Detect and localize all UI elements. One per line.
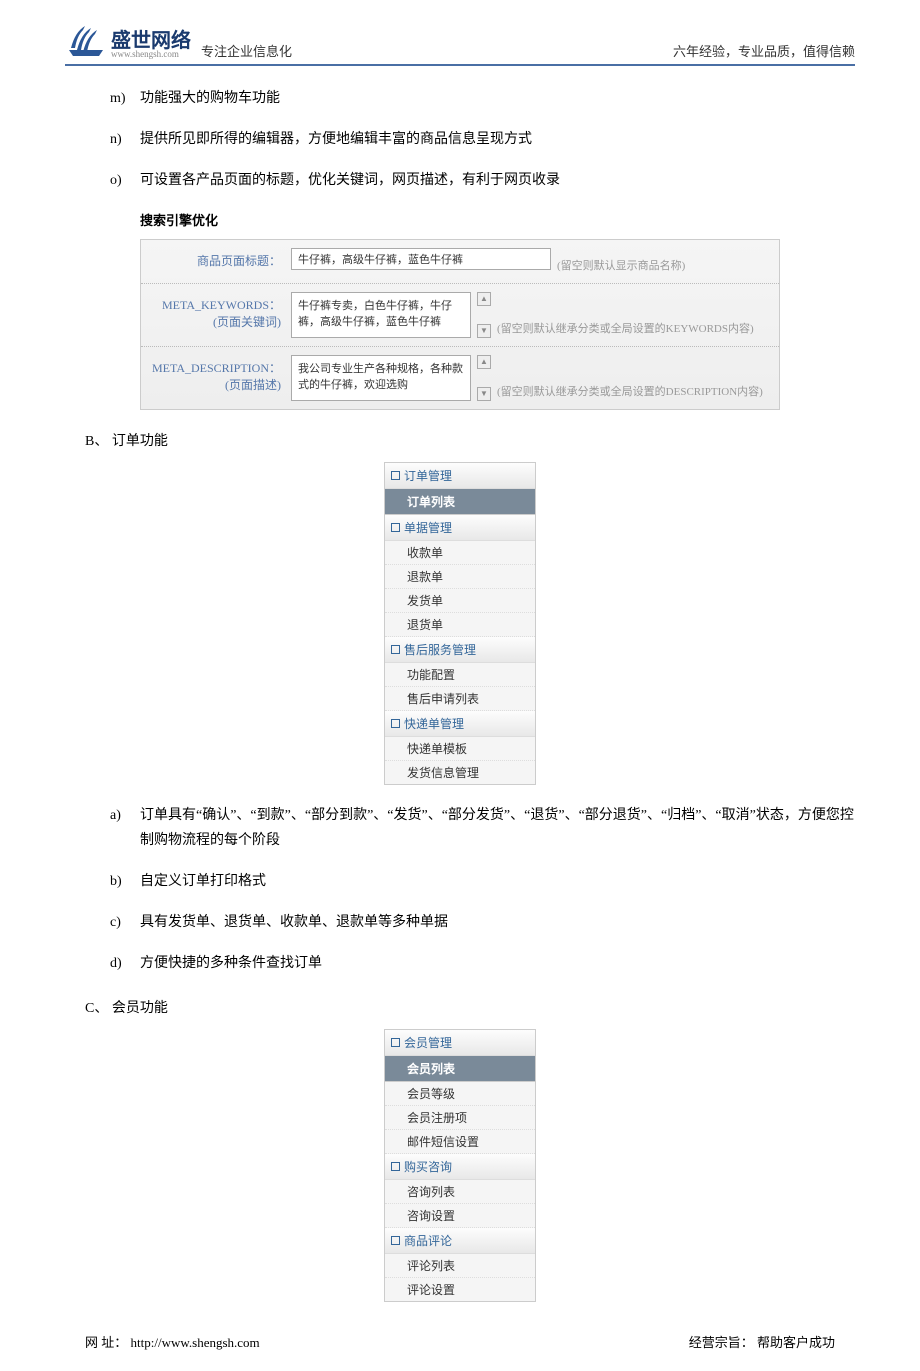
list-marker: a)	[110, 803, 140, 853]
list-item: m) 功能强大的购物车功能	[110, 86, 855, 111]
seo-hint: (留空则默认显示商品名称)	[557, 257, 685, 273]
menu-item[interactable]: 收款单	[385, 541, 535, 565]
list-text: 方便快捷的多种条件查找订单	[140, 951, 855, 976]
list-item: d) 方便快捷的多种条件查找订单	[110, 951, 855, 976]
square-icon	[391, 645, 400, 654]
scroll-up-icon[interactable]: ▲	[477, 292, 491, 306]
logo-area: 盛世网络 www.shengsh.com	[65, 20, 191, 62]
list-text: 可设置各产品页面的标题，优化关键词，网页描述，有利于网页收录	[140, 168, 855, 193]
menu-header-label: 单据管理	[404, 519, 452, 536]
menu-group-header[interactable]: 快递单管理	[385, 711, 535, 737]
menu-item[interactable]: 会员等级	[385, 1082, 535, 1106]
menu-item[interactable]: 售后申请列表	[385, 687, 535, 711]
section-b-heading: B、 订单功能	[85, 430, 855, 450]
square-icon	[391, 1162, 400, 1171]
footer-motto: 帮助客户成功	[757, 1335, 835, 1350]
seo-title-input[interactable]	[291, 248, 551, 270]
list-marker: m)	[110, 86, 140, 111]
section-b-list: a) 订单具有“确认”、“到款”、“部分到款”、“发货”、“部分发货”、“退货”…	[110, 803, 855, 977]
menu-item[interactable]: 咨询列表	[385, 1180, 535, 1204]
list-marker: b)	[110, 869, 140, 894]
list-text: 提供所见即所得的编辑器，方便地编辑丰富的商品信息呈现方式	[140, 127, 855, 152]
order-menu-panel: 订单管理订单列表单据管理收款单退款单发货单退货单售后服务管理功能配置售后申请列表…	[384, 462, 536, 785]
menu-group-header[interactable]: 售后服务管理	[385, 637, 535, 663]
menu-group-header[interactable]: 单据管理	[385, 515, 535, 541]
menu-item[interactable]: 咨询设置	[385, 1204, 535, 1228]
footer-url-label: 网 址：	[85, 1335, 127, 1350]
seo-label: 商品页面标题：	[151, 248, 291, 275]
list-item: o) 可设置各产品页面的标题，优化关键词，网页描述，有利于网页收录	[110, 168, 855, 193]
intro-list: m) 功能强大的购物车功能 n) 提供所见即所得的编辑器，方便地编辑丰富的商品信…	[110, 86, 855, 194]
list-item: c) 具有发货单、退货单、收款单、退款单等多种单据	[110, 910, 855, 935]
list-text: 具有发货单、退货单、收款单、退款单等多种单据	[140, 910, 855, 935]
list-text: 订单具有“确认”、“到款”、“部分到款”、“发货”、“部分发货”、“退货”、“部…	[140, 803, 855, 853]
menu-header-label: 快递单管理	[404, 715, 464, 732]
menu-header-label: 订单管理	[404, 467, 452, 484]
page-header: 盛世网络 www.shengsh.com 专注企业信息化 六年经验，专业品质，值…	[65, 20, 855, 66]
menu-group-header[interactable]: 购买咨询	[385, 1154, 535, 1180]
menu-item[interactable]: 会员注册项	[385, 1106, 535, 1130]
seo-hint: (留空则默认继承分类或全局设置的DESCRIPTION内容)	[497, 383, 763, 399]
seo-section-title: 搜索引擎优化	[140, 210, 855, 229]
seo-keywords-textarea[interactable]	[291, 292, 471, 338]
menu-group-header[interactable]: 会员管理	[385, 1030, 535, 1056]
seo-description-textarea[interactable]	[291, 355, 471, 401]
list-marker: c)	[110, 910, 140, 935]
list-item: b) 自定义订单打印格式	[110, 869, 855, 894]
seo-row-title: 商品页面标题： (留空则默认显示商品名称)	[141, 240, 779, 284]
member-menu-panel: 会员管理会员列表会员等级会员注册项邮件短信设置购买咨询咨询列表咨询设置商品评论评…	[384, 1029, 536, 1302]
list-text: 自定义订单打印格式	[140, 869, 855, 894]
menu-item[interactable]: 发货信息管理	[385, 761, 535, 784]
footer-url: http://www.shengsh.com	[131, 1335, 260, 1350]
seo-panel: 商品页面标题： (留空则默认显示商品名称) META_KEYWORDS： (页面…	[140, 239, 780, 410]
list-item: a) 订单具有“确认”、“到款”、“部分到款”、“发货”、“部分发货”、“退货”…	[110, 803, 855, 853]
menu-header-label: 购买咨询	[404, 1158, 452, 1175]
menu-group-header[interactable]: 订单管理	[385, 463, 535, 489]
square-icon	[391, 719, 400, 728]
list-marker: o)	[110, 168, 140, 193]
list-marker: n)	[110, 127, 140, 152]
scroll-buttons: ▲ ▼	[477, 292, 491, 338]
square-icon	[391, 1236, 400, 1245]
square-icon	[391, 1038, 400, 1047]
scroll-buttons: ▲ ▼	[477, 355, 491, 401]
menu-item[interactable]: 快递单模板	[385, 737, 535, 761]
header-tagline: 六年经验，专业品质，值得信赖	[673, 41, 855, 60]
list-text: 功能强大的购物车功能	[140, 86, 855, 111]
square-icon	[391, 471, 400, 480]
menu-header-label: 售后服务管理	[404, 641, 476, 658]
menu-item[interactable]: 功能配置	[385, 663, 535, 687]
menu-item[interactable]: 发货单	[385, 589, 535, 613]
menu-item[interactable]: 邮件短信设置	[385, 1130, 535, 1154]
seo-hint: (留空则默认继承分类或全局设置的KEYWORDS内容)	[497, 320, 754, 336]
footer-right: 经营宗旨： 帮助客户成功	[689, 1332, 835, 1351]
menu-item-active[interactable]: 会员列表	[385, 1056, 535, 1082]
seo-row-keywords: META_KEYWORDS： (页面关键词) ▲ ▼ (留空则默认继承分类或全局…	[141, 284, 779, 347]
scroll-up-icon[interactable]: ▲	[477, 355, 491, 369]
menu-item[interactable]: 评论列表	[385, 1254, 535, 1278]
menu-item[interactable]: 退货单	[385, 613, 535, 637]
company-logo-icon	[65, 20, 107, 62]
footer-motto-label: 经营宗旨：	[689, 1335, 754, 1350]
square-icon	[391, 523, 400, 532]
list-item: n) 提供所见即所得的编辑器，方便地编辑丰富的商品信息呈现方式	[110, 127, 855, 152]
scroll-down-icon[interactable]: ▼	[477, 324, 491, 338]
menu-item[interactable]: 评论设置	[385, 1278, 535, 1301]
section-c-heading: C、 会员功能	[85, 997, 855, 1017]
menu-item-active[interactable]: 订单列表	[385, 489, 535, 515]
seo-row-description: META_DESCRIPTION： (页面描述) ▲ ▼ (留空则默认继承分类或…	[141, 347, 779, 409]
seo-label: META_DESCRIPTION： (页面描述)	[151, 355, 291, 401]
menu-item[interactable]: 退款单	[385, 565, 535, 589]
list-marker: d)	[110, 951, 140, 976]
menu-header-label: 会员管理	[404, 1034, 452, 1051]
footer-left: 网 址： http://www.shengsh.com	[85, 1332, 260, 1351]
menu-header-label: 商品评论	[404, 1232, 452, 1249]
header-slogan: 专注企业信息化	[201, 41, 292, 60]
seo-label: META_KEYWORDS： (页面关键词)	[151, 292, 291, 338]
menu-group-header[interactable]: 商品评论	[385, 1228, 535, 1254]
page-footer: 网 址： http://www.shengsh.com 经营宗旨： 帮助客户成功	[65, 1332, 855, 1351]
scroll-down-icon[interactable]: ▼	[477, 387, 491, 401]
